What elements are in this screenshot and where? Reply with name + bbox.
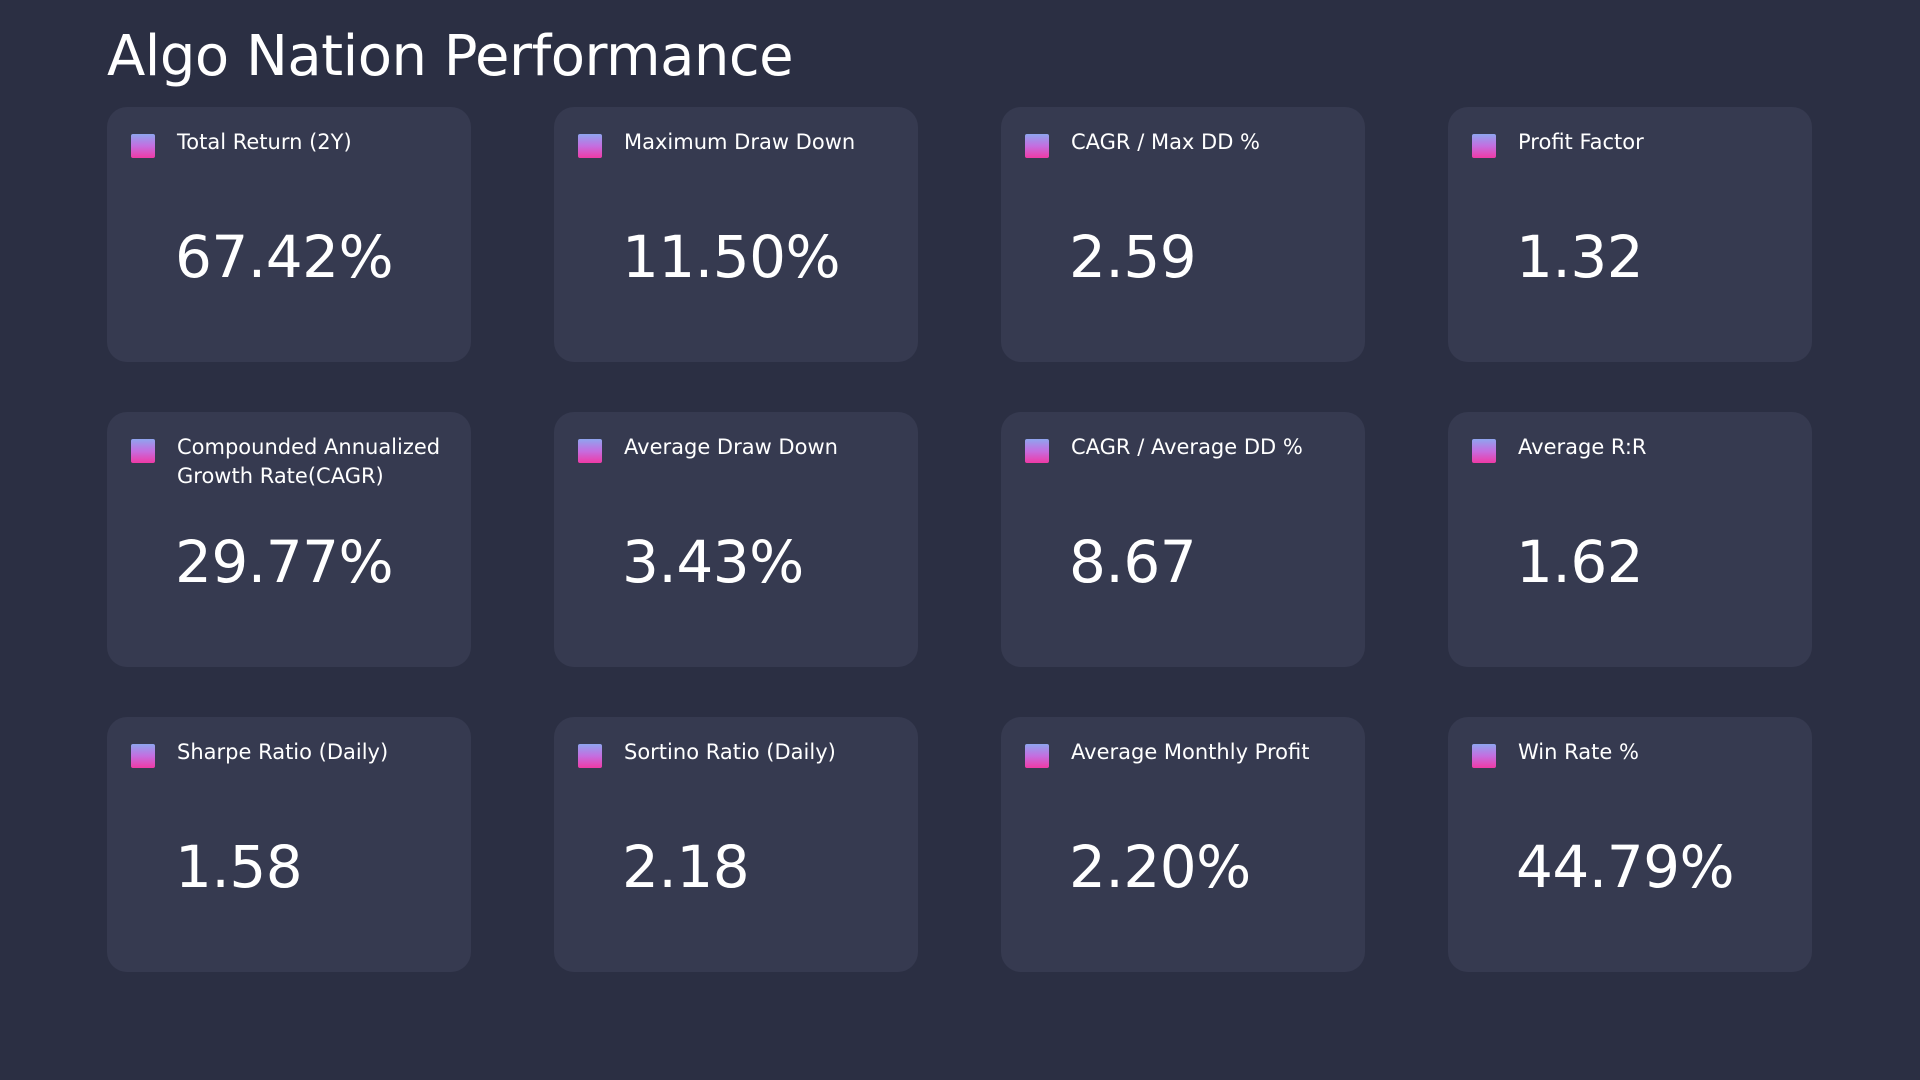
metric-value: 29.77% <box>175 528 394 596</box>
gradient-square-icon <box>131 439 155 463</box>
gradient-square-icon <box>131 134 155 158</box>
gradient-square-icon <box>1472 744 1496 768</box>
metric-label: Sharpe Ratio (Daily) <box>177 740 389 764</box>
metric-card-profit-factor: Profit Factor 1.32 <box>1448 107 1812 362</box>
metric-label: Compounded Annualized Growth Rate(CAGR) <box>177 435 441 488</box>
gradient-square-icon <box>578 439 602 463</box>
metric-value: 1.32 <box>1516 223 1644 291</box>
metric-value: 1.62 <box>1516 528 1644 596</box>
metric-value: 3.43% <box>622 528 804 596</box>
metric-label: Average Draw Down <box>624 435 838 459</box>
gradient-square-icon <box>1025 134 1049 158</box>
metric-value: 2.20% <box>1069 833 1251 901</box>
page-title: Algo Nation Performance <box>107 24 794 89</box>
metric-value: 2.59 <box>1069 223 1197 291</box>
metric-label: Average R:R <box>1518 435 1647 459</box>
metric-value: 11.50% <box>622 223 841 291</box>
metric-label: Sortino Ratio (Daily) <box>624 740 836 764</box>
metric-value: 1.58 <box>175 833 303 901</box>
metric-value: 8.67 <box>1069 528 1197 596</box>
gradient-square-icon <box>1025 744 1049 768</box>
gradient-square-icon <box>131 744 155 768</box>
metric-label: CAGR / Max DD % <box>1071 130 1261 154</box>
metric-label: Average Monthly Profit <box>1071 740 1310 764</box>
metric-card-cagr-max-dd: CAGR / Max DD % 2.59 <box>1001 107 1365 362</box>
metric-card-average-draw-down: Average Draw Down 3.43% <box>554 412 918 667</box>
metric-value: 67.42% <box>175 223 394 291</box>
gradient-square-icon <box>1472 439 1496 463</box>
metric-card-total-return: Total Return (2Y) 67.42% <box>107 107 471 362</box>
metric-label: Profit Factor <box>1518 130 1644 154</box>
metric-card-cagr: Compounded Annualized Growth Rate(CAGR) … <box>107 412 471 667</box>
metric-card-sharpe-ratio: Sharpe Ratio (Daily) 1.58 <box>107 717 471 972</box>
metric-value: 2.18 <box>622 833 750 901</box>
metric-label: CAGR / Average DD % <box>1071 435 1303 459</box>
metrics-grid: Total Return (2Y) 67.42% Maximum Draw Do… <box>107 107 1812 972</box>
metric-value: 44.79% <box>1516 833 1735 901</box>
gradient-square-icon <box>1472 134 1496 158</box>
metric-card-sortino-ratio: Sortino Ratio (Daily) 2.18 <box>554 717 918 972</box>
metric-card-average-rr: Average R:R 1.62 <box>1448 412 1812 667</box>
gradient-square-icon <box>1025 439 1049 463</box>
metric-card-cagr-average-dd: CAGR / Average DD % 8.67 <box>1001 412 1365 667</box>
metric-label: Win Rate % <box>1518 740 1639 764</box>
metric-label: Total Return (2Y) <box>177 130 352 154</box>
gradient-square-icon <box>578 134 602 158</box>
metric-card-average-monthly-profit: Average Monthly Profit 2.20% <box>1001 717 1365 972</box>
metric-label: Maximum Draw Down <box>624 130 856 154</box>
gradient-square-icon <box>578 744 602 768</box>
metric-card-max-draw-down: Maximum Draw Down 11.50% <box>554 107 918 362</box>
metric-card-win-rate: Win Rate % 44.79% <box>1448 717 1812 972</box>
